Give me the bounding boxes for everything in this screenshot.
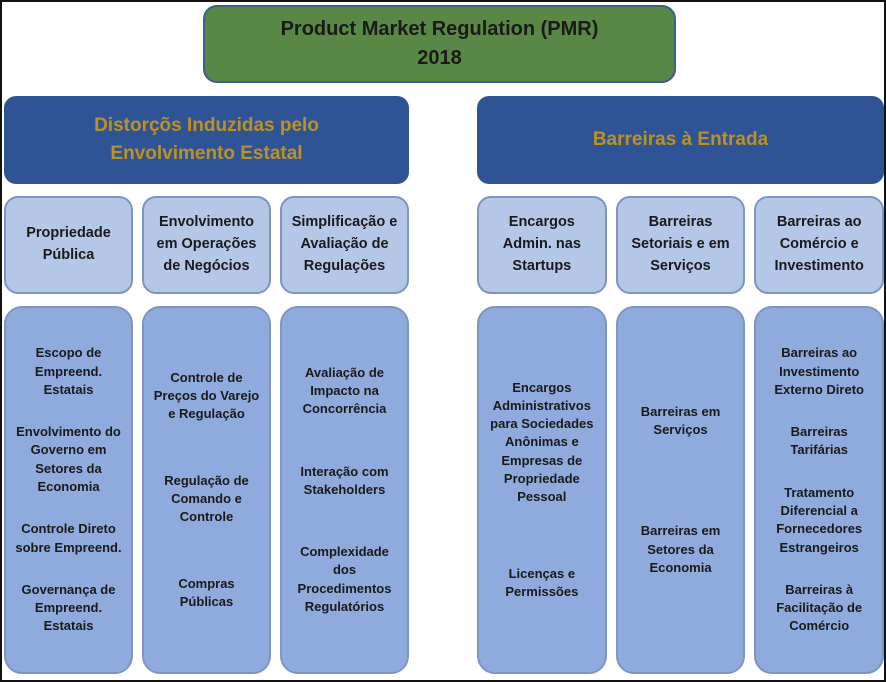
group-header-state-involvement: Distorçõs Induzidas pelo Envolvimento Es…	[4, 96, 409, 184]
diagram-item: Barreiras em Setores da Economia	[640, 523, 721, 575]
items-row-left: Escopo de Empreend. Estatais Envolviment…	[4, 306, 409, 674]
subheader-envolvimento-operacoes: Envolvimento em Operações de Negócios	[142, 196, 271, 294]
diagram-item: Barreiras em Serviços	[640, 404, 721, 438]
subheader-barreiras-setoriais: Barreiras Setoriais e em Serviços	[615, 196, 746, 294]
diagram-item: Envolvimento do Governo em Setores da Ec…	[16, 424, 121, 494]
group-state-involvement: Distorçõs Induzidas pelo Envolvimento Es…	[4, 96, 409, 674]
diagram-item: Controle de Preços do Varejo e Regulação	[153, 369, 260, 421]
itembox-encargos-startups: Encargos Administrativos para Sociedades…	[477, 306, 607, 674]
diagram-item: Barreiras à Facilitação de Comércio	[776, 582, 863, 634]
subheader-propriedade-publica: Propriedade Pública	[4, 196, 133, 294]
diagram-item: Regulação de Comando e Controle	[164, 472, 249, 525]
diagram-item: Compras Públicas	[178, 576, 235, 610]
title-line2: 2018	[417, 47, 462, 69]
diagram-item: Encargos Administrativos para Sociedades…	[490, 379, 594, 504]
title-box: Product Market Regulation (PMR) 2018	[203, 5, 676, 83]
subheader-row-left: Propriedade Pública Envolvimento em Oper…	[4, 196, 409, 294]
itembox-propriedade-publica: Escopo de Empreend. Estatais Envolviment…	[4, 306, 133, 674]
diagram-item: Controle Direto sobre Empreend.	[15, 521, 122, 555]
subheader-encargos-startups: Encargos Admin. nas Startups	[477, 196, 607, 294]
diagram-item: Barreiras Tarifárias	[790, 424, 848, 458]
title-line1: Product Market Regulation (PMR)	[280, 18, 599, 40]
diagram-item: Complexidade dos Procedimentos Regulatór…	[297, 544, 392, 614]
itembox-envolvimento-operacoes: Controle de Preços do Varejo e Regulação…	[142, 306, 271, 674]
diagram-item: Tratamento Diferencial a Fornecedores Es…	[776, 484, 863, 555]
subheader-simplificacao-avaliacao: Simplificação e Avaliação de Regulações	[280, 196, 409, 294]
diagram-item: Governança de Empreend. Estatais	[21, 582, 116, 634]
itembox-barreiras-setoriais: Barreiras em Serviços Barreiras em Setor…	[615, 306, 746, 674]
diagram-item: Interação com Stakeholders	[300, 463, 389, 497]
diagram-item: Escopo de Empreend. Estatais	[34, 345, 103, 397]
itembox-simplificacao-avaliacao: Avaliação de Impacto na Concorrência Int…	[280, 306, 409, 674]
diagram-item: Barreiras ao Investimento Externo Direto	[774, 345, 864, 397]
diagram-item: Licenças e Permissões	[505, 565, 579, 600]
subheader-row-right: Encargos Admin. nas Startups Barreiras S…	[477, 196, 884, 294]
group-header-barriers-entry: Barreiras à Entrada	[477, 96, 884, 184]
group-barriers-entry: Barreiras à Entrada Encargos Admin. nas …	[477, 96, 884, 674]
items-row-right: Encargos Administrativos para Sociedades…	[477, 306, 884, 674]
subheader-barreiras-comercio: Barreiras ao Comércio e Investimento	[754, 196, 884, 294]
itembox-barreiras-comercio: Barreiras ao Investimento Externo Direto…	[754, 306, 884, 674]
diagram-item: Avaliação de Impacto na Concorrência	[302, 365, 387, 417]
